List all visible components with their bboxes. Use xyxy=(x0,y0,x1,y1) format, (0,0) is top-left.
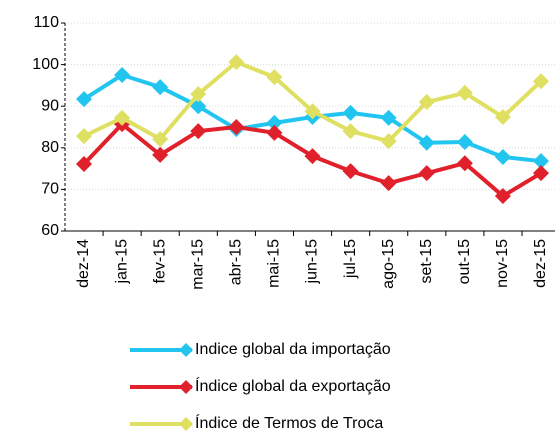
x-tick-label: ago-15 xyxy=(380,239,397,289)
marker xyxy=(456,155,473,172)
marker xyxy=(304,103,321,120)
x-tick-label: out-15 xyxy=(456,239,473,284)
marker xyxy=(228,119,245,135)
marker xyxy=(76,91,92,108)
marker xyxy=(533,73,549,90)
marker xyxy=(494,109,511,126)
marker xyxy=(190,98,207,115)
marker xyxy=(342,123,359,140)
x-tick-label: dez-14 xyxy=(75,239,92,288)
marker xyxy=(456,84,473,101)
marker xyxy=(342,163,359,180)
legend-marker xyxy=(179,343,193,357)
marker xyxy=(456,133,473,150)
marker xyxy=(380,133,397,150)
marker xyxy=(228,54,245,71)
marker xyxy=(342,104,359,121)
marker xyxy=(533,165,549,182)
y-tick-label: 100 xyxy=(32,56,59,73)
marker xyxy=(190,123,207,140)
legend-marker xyxy=(179,417,193,431)
y-tick-label: 70 xyxy=(41,181,59,198)
marker xyxy=(114,109,131,126)
marker xyxy=(418,94,435,111)
y-tick-label: 60 xyxy=(41,222,59,239)
series-line xyxy=(83,60,543,144)
marker xyxy=(152,146,169,163)
x-tick-label: mar-15 xyxy=(189,239,206,290)
marker xyxy=(266,69,283,86)
x-tick-label: dez-15 xyxy=(532,239,549,288)
x-tick-label: abr-15 xyxy=(228,239,245,285)
marker xyxy=(494,148,511,165)
marker xyxy=(380,109,397,126)
x-tick-label: nov-15 xyxy=(494,239,511,288)
legend-label: Índice de Termos de Troca xyxy=(195,413,383,432)
y-tick-label: 90 xyxy=(41,97,59,114)
marker xyxy=(304,148,321,165)
marker xyxy=(152,79,169,96)
y-tick-label: 110 xyxy=(33,14,59,31)
marker xyxy=(266,114,283,131)
x-tick-label: jun-15 xyxy=(304,239,321,285)
marker xyxy=(114,67,131,83)
x-tick-label: jul-15 xyxy=(342,239,359,279)
marker xyxy=(76,156,92,173)
marker xyxy=(190,86,207,103)
marker xyxy=(380,175,397,192)
x-tick-label: set-15 xyxy=(418,239,435,284)
x-tick-label: fev-15 xyxy=(151,239,168,284)
marker xyxy=(418,165,435,182)
marker xyxy=(494,188,511,205)
marker xyxy=(533,153,549,170)
x-tick-label: mai-15 xyxy=(266,239,283,288)
marker xyxy=(266,124,283,141)
marker xyxy=(152,131,169,148)
marker xyxy=(418,134,435,151)
y-tick-label: 80 xyxy=(41,139,59,156)
legend-label: Índice global da exportação xyxy=(195,376,391,395)
x-tick-label: jan-15 xyxy=(113,239,130,285)
legend-marker xyxy=(179,380,193,394)
marker xyxy=(76,128,92,145)
legend-label: Indice global da importação xyxy=(195,341,391,358)
